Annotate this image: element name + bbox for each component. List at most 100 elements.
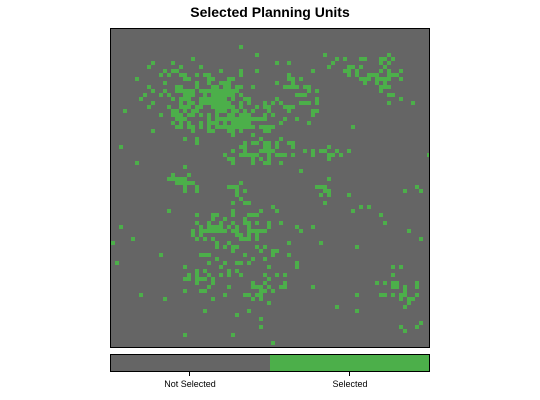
selected-planning-unit [251, 257, 255, 261]
selected-planning-unit [231, 149, 235, 153]
selected-planning-unit [215, 225, 219, 229]
selected-planning-unit [147, 105, 151, 109]
selected-planning-unit [407, 297, 411, 301]
selected-planning-unit [219, 265, 223, 269]
selected-planning-unit [291, 85, 295, 89]
selected-planning-unit [207, 113, 211, 117]
selected-planning-unit [239, 181, 243, 185]
selected-planning-unit [239, 73, 243, 77]
selected-planning-unit [399, 97, 403, 101]
selected-planning-unit [171, 177, 175, 181]
selected-planning-unit [315, 185, 319, 189]
selected-planning-unit [243, 117, 247, 121]
selected-planning-unit [251, 109, 255, 113]
selected-planning-unit [179, 97, 183, 101]
selected-planning-unit [383, 81, 387, 85]
selected-planning-unit [235, 121, 239, 125]
selected-planning-unit [307, 101, 311, 105]
selected-planning-unit [231, 125, 235, 129]
selected-planning-unit [247, 113, 251, 117]
selected-planning-unit [187, 89, 191, 93]
selected-planning-unit [215, 85, 219, 89]
selected-planning-unit [263, 117, 267, 121]
selected-planning-unit [327, 177, 331, 181]
selected-planning-unit [171, 173, 175, 177]
selected-planning-unit [351, 65, 355, 69]
selected-planning-unit [219, 225, 223, 229]
selected-planning-unit [255, 233, 259, 237]
selected-planning-unit [159, 93, 163, 97]
selected-planning-unit [227, 129, 231, 133]
selected-planning-unit [219, 89, 223, 93]
selected-planning-unit [171, 109, 175, 113]
selected-planning-unit [243, 189, 247, 193]
selected-planning-unit [199, 97, 203, 101]
selected-planning-unit [403, 289, 407, 293]
selected-planning-unit [207, 229, 211, 233]
selected-planning-unit [219, 69, 223, 73]
selected-planning-unit [359, 205, 363, 209]
selected-planning-unit [139, 97, 143, 101]
selected-planning-unit [147, 65, 151, 69]
selected-planning-unit [275, 249, 279, 253]
selected-planning-unit [211, 213, 215, 217]
selected-planning-unit [207, 285, 211, 289]
selected-planning-unit [399, 265, 403, 269]
selected-planning-unit [383, 57, 387, 61]
selected-planning-unit [267, 129, 271, 133]
selected-planning-unit [247, 221, 251, 225]
selected-planning-unit [247, 225, 251, 229]
plot-title: Selected Planning Units [190, 4, 350, 20]
selected-planning-unit [255, 229, 259, 233]
selected-planning-unit [159, 73, 163, 77]
selected-planning-unit [207, 129, 211, 133]
selected-planning-unit [263, 125, 267, 129]
selected-planning-unit [311, 113, 315, 117]
selected-planning-unit [263, 113, 267, 117]
selected-planning-unit [195, 269, 199, 273]
selected-planning-unit [199, 229, 203, 233]
selected-planning-unit [135, 161, 139, 165]
selected-planning-unit [323, 149, 327, 153]
selected-planning-unit [235, 185, 239, 189]
selected-planning-unit [267, 149, 271, 153]
selected-planning-unit [259, 209, 263, 213]
selected-planning-unit [231, 333, 235, 337]
selected-planning-unit [391, 281, 395, 285]
selected-planning-unit [283, 273, 287, 277]
selected-planning-unit [183, 177, 187, 181]
selected-planning-unit [231, 245, 235, 249]
selected-planning-unit [239, 273, 243, 277]
selected-planning-unit [239, 117, 243, 121]
selected-planning-unit [247, 97, 251, 101]
selected-planning-unit [183, 89, 187, 93]
selected-planning-unit [247, 153, 251, 157]
selected-planning-unit [331, 153, 335, 157]
selected-planning-unit [391, 273, 395, 277]
selected-planning-unit [379, 213, 383, 217]
selected-planning-unit [183, 185, 187, 189]
selected-planning-unit [191, 109, 195, 113]
selected-planning-unit [239, 85, 243, 89]
selected-planning-unit [179, 113, 183, 117]
selected-planning-unit [195, 105, 199, 109]
selected-planning-unit [255, 69, 259, 73]
selected-planning-unit [259, 229, 263, 233]
selected-planning-unit [131, 237, 135, 241]
selected-planning-unit [355, 309, 359, 313]
selected-planning-unit [227, 185, 231, 189]
selected-planning-unit [183, 265, 187, 269]
selected-planning-unit [291, 153, 295, 157]
selected-planning-unit [347, 73, 351, 77]
selected-planning-unit [303, 85, 307, 89]
selected-planning-unit [179, 125, 183, 129]
selected-planning-unit [375, 81, 379, 85]
selected-planning-unit [199, 65, 203, 69]
selected-planning-unit [263, 229, 267, 233]
selected-planning-unit [203, 253, 207, 257]
selected-planning-unit [239, 105, 243, 109]
selected-planning-unit [215, 97, 219, 101]
selected-planning-unit [379, 89, 383, 93]
selected-planning-unit [283, 153, 287, 157]
selected-planning-unit [323, 189, 327, 193]
